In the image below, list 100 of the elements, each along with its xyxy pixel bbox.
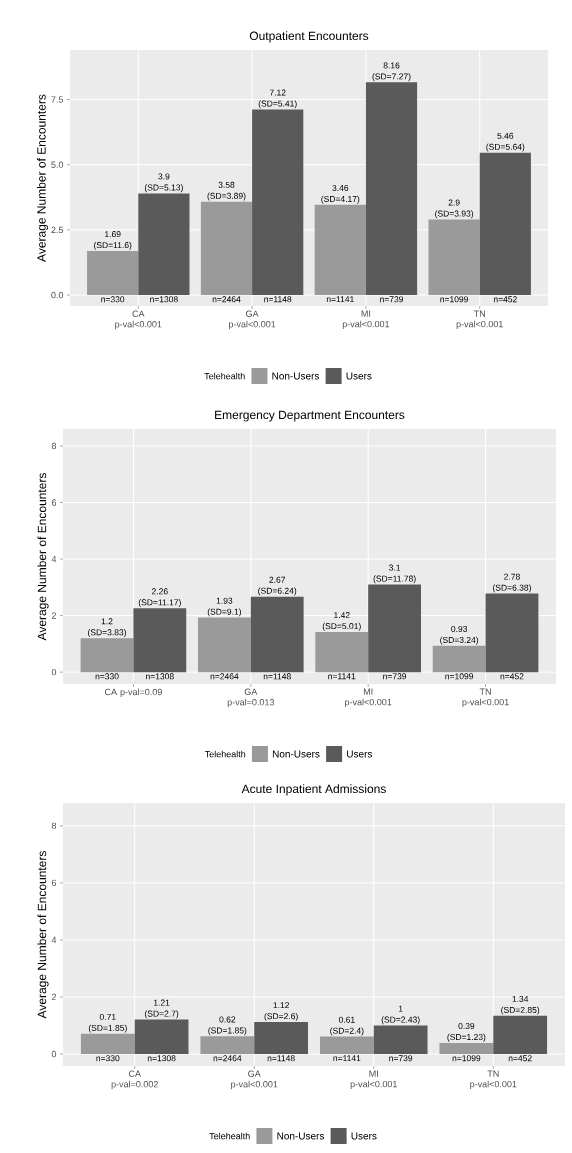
x-tick-label: MI p-val<0.001 (342, 310, 390, 330)
y-tick-label: 2 (51, 993, 57, 1001)
data-label: 1 (SD=2.43) (381, 1005, 420, 1025)
x-tick-label: CA p-val=0.002 (111, 1070, 158, 1090)
data-label: 1.2 (SD=3.83) (88, 618, 126, 637)
bar (314, 204, 366, 296)
data-label: 0.71 (SD=1.85) (88, 1013, 127, 1033)
y-tick-label: 8 (51, 822, 57, 830)
annotation: n=1308 (150, 296, 178, 303)
data-label: 2.9 (SD=3.93) (435, 199, 474, 219)
y-tick-label: 7.5 (51, 96, 64, 103)
data-label: 1.34 (SD=2.85) (501, 995, 540, 1015)
data-label: 2.67 (SD=6.24) (258, 576, 297, 596)
annotation: n=2464 (212, 296, 241, 303)
bar (319, 1036, 374, 1055)
y-tick-label: 0.0 (51, 291, 64, 299)
data-label: 0.62 (SD=1.85) (208, 1016, 247, 1036)
annotation: n=1148 (267, 1055, 295, 1062)
legend-label: Non-Users (272, 750, 320, 758)
annotation: n=330 (95, 673, 119, 680)
legend-title: Telehealth (204, 372, 245, 380)
y-axis-title: Average Number of Encounters (37, 851, 49, 1019)
x-tick-label: MI p-val<0.001 (350, 1070, 397, 1090)
y-tick-label: 6 (51, 499, 57, 506)
data-label: 8.16 (SD=7.27) (372, 62, 411, 82)
bar (200, 1036, 255, 1055)
annotation: n=1308 (146, 673, 174, 680)
legend-label: Users (347, 750, 373, 758)
bar (428, 219, 480, 296)
bar (138, 193, 190, 296)
bar (252, 109, 304, 296)
bar (250, 596, 304, 673)
y-tick-label: 6 (51, 879, 57, 887)
bar (197, 617, 251, 673)
chart-title: Outpatient Encounters (249, 31, 369, 43)
data-label: 3.9 (SD=5.13) (144, 173, 183, 193)
annotation: n=1308 (147, 1055, 176, 1062)
annotation: n=452 (508, 1055, 532, 1062)
x-tick-label: MI p-val<0.001 (345, 688, 392, 708)
data-label: 1.69 (SD=11.6) (94, 231, 132, 250)
data-label: 1.42 (SD=5.01) (322, 612, 361, 631)
bar (373, 1025, 428, 1055)
y-tick-label: 4 (51, 555, 57, 563)
data-label: 1.93 (SD=9.1) (207, 597, 241, 617)
annotation: n=330 (96, 1055, 120, 1062)
bar (439, 1042, 494, 1055)
bar (254, 1022, 309, 1055)
legend-label: Users (351, 1132, 377, 1140)
data-label: 1.21 (SD=2.7) (145, 999, 179, 1019)
legend-title: Telehealth (204, 750, 246, 758)
data-label: 3.1 (SD=11.78) (373, 564, 416, 584)
bar (485, 593, 539, 673)
y-axis-title: Average Number of Encounters (37, 473, 49, 641)
y-axis-title: Average Number of Encounters (36, 94, 49, 262)
bar (87, 251, 139, 296)
annotation: n=1148 (264, 296, 292, 303)
x-tick-label: TN p-val<0.001 (462, 688, 509, 708)
annotation: n=1141 (333, 1055, 361, 1062)
data-label: 5.46 (SD=5.64) (486, 132, 525, 152)
data-label: 2.78 (SD=6.38) (493, 573, 531, 593)
data-label: 0.93 (SD=3.24) (440, 625, 479, 645)
annotation: n=1099 (452, 1055, 481, 1062)
y-tick-label: 5.0 (51, 161, 64, 168)
data-label: 3.58 (SD=3.89) (207, 181, 246, 201)
x-tick-label: GA p-val=0.013 (227, 688, 275, 708)
annotation: n=2464 (213, 1055, 242, 1062)
legend-label: Non-Users (272, 372, 320, 380)
data-label: 0.39 (SD=1.23) (447, 1023, 486, 1042)
x-tick-label: CA p-val<0.001 (115, 310, 162, 330)
bar (134, 1019, 189, 1055)
bar (368, 584, 422, 673)
annotation: n=330 (101, 296, 125, 303)
data-label: 7.12 (SD=5.41) (258, 89, 297, 109)
annotation: n=1099 (440, 296, 468, 303)
legend-title: Telehealth (209, 1132, 250, 1140)
annotation: n=1148 (263, 673, 291, 680)
bar (493, 1015, 548, 1055)
annotation: n=452 (493, 296, 517, 303)
data-label: 3.46 (SD=4.17) (321, 184, 360, 204)
legend-label: Users (346, 372, 372, 380)
bar (315, 631, 369, 673)
y-tick-label: 4 (51, 936, 57, 944)
x-tick-label: TN p-val<0.001 (470, 1070, 517, 1090)
y-tick-label: 0 (51, 668, 57, 676)
x-tick-label: TN p-val<0.001 (456, 310, 503, 330)
bar (133, 608, 187, 673)
annotation: n=739 (383, 673, 407, 680)
y-tick-label: 2 (51, 612, 57, 619)
y-tick-label: 2.5 (51, 226, 64, 234)
x-tick-label: GA p-val<0.001 (229, 310, 276, 330)
chart-title: Emergency Department Encounters (215, 410, 405, 422)
bar (80, 1033, 135, 1055)
x-tick-label: GA p-val<0.001 (231, 1070, 278, 1090)
annotation: n=1099 (445, 673, 474, 680)
annotation: n=452 (500, 673, 524, 680)
data-label: 2.26 (SD=11.17) (138, 588, 181, 608)
annotation: n=739 (380, 296, 404, 303)
annotation: n=2464 (210, 673, 239, 680)
annotation: n=1141 (326, 296, 354, 303)
data-label: 1.12 (SD=2.6) (264, 1002, 298, 1021)
